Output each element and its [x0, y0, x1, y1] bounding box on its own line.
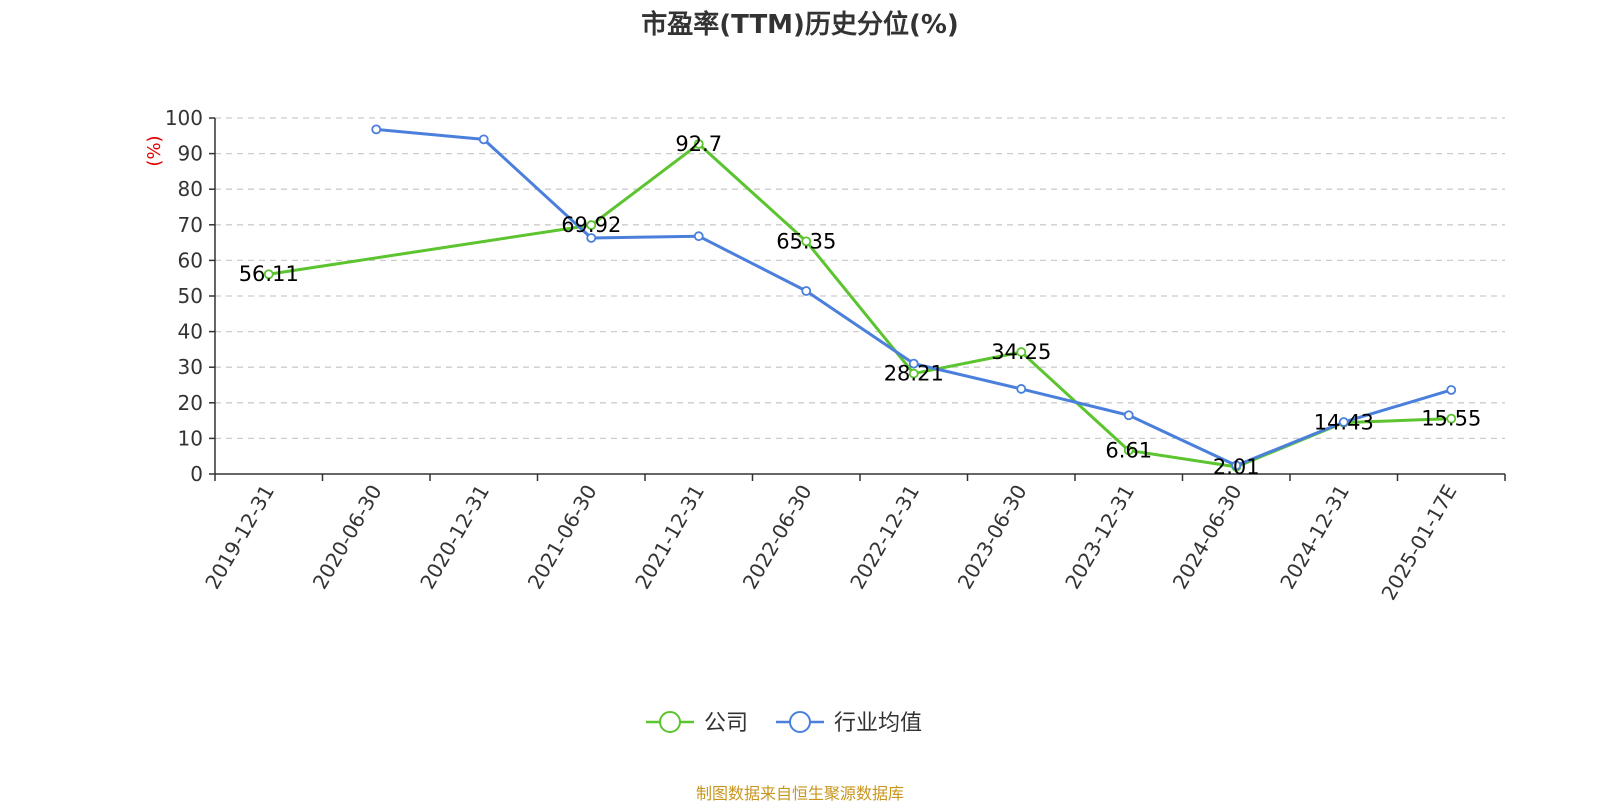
- series-line-0: [268, 142, 1452, 469]
- series-line-1: [376, 127, 1452, 467]
- x-tick-label: 2024-12-31: [1275, 481, 1354, 594]
- data-point: [801, 286, 812, 296]
- grid-lines: [215, 117, 1505, 440]
- data-point: [1016, 347, 1027, 357]
- y-axis-title: (%): [144, 135, 165, 166]
- x-tick-label: 2021-12-31: [630, 481, 709, 594]
- data-point: [1338, 417, 1349, 427]
- y-tick-label: 40: [178, 320, 203, 344]
- axes: 0 10 20 30 40 50 60 70 80 90 100(%) 2019-12-31 2020-…: [144, 106, 1506, 605]
- data-label: 14.43: [1314, 411, 1374, 435]
- data-point: [263, 269, 274, 280]
- data-point: [801, 236, 812, 247]
- series-lines: [263, 124, 1457, 472]
- data-point: [478, 134, 489, 145]
- data-point: [693, 139, 704, 149]
- data-label: 15.55: [1421, 407, 1481, 431]
- y-tick-label: 30: [178, 355, 203, 379]
- data-point: [693, 231, 704, 242]
- data-point: [908, 368, 919, 379]
- y-tick-label: 20: [178, 391, 203, 415]
- data-point: [1123, 445, 1134, 456]
- x-tick-label: 2022-06-30: [738, 481, 817, 594]
- data-point: [1016, 384, 1027, 394]
- data-source-note: 制图数据来自恒生聚源数据库: [695, 784, 904, 803]
- chart-title: 市盈率(TTM)历史分位(%): [641, 10, 959, 40]
- y-tick-label: 90: [178, 142, 203, 166]
- data-point: [908, 358, 919, 369]
- legend-item-1[interactable]: 行业均值: [776, 711, 922, 736]
- y-tick-label: 100: [165, 106, 203, 130]
- x-tick-label: 2021-06-30: [523, 481, 602, 594]
- x-tick-label: 2025-01-17E: [1376, 481, 1461, 605]
- data-point: [1123, 410, 1134, 421]
- x-tick-label: 2020-12-31: [415, 481, 494, 594]
- y-tick-label: 10: [178, 426, 203, 450]
- data-label: 2.01: [1213, 455, 1260, 479]
- data-point: [1446, 413, 1457, 424]
- x-tick-label: 2023-06-30: [953, 481, 1032, 594]
- x-tick-label: 2022-12-31: [845, 481, 924, 594]
- x-tick-label: 2019-12-31: [200, 481, 279, 594]
- data-point: [1446, 385, 1457, 395]
- legend-item-0[interactable]: 公司: [646, 711, 748, 736]
- x-tick-label: 2024-06-30: [1168, 481, 1247, 594]
- y-tick-label: 0: [190, 462, 203, 486]
- data-point: [1231, 460, 1242, 471]
- data-point: [586, 233, 597, 243]
- y-tick-label: 60: [178, 248, 203, 272]
- legend-marker-icon: [659, 711, 681, 733]
- y-tick-label: 80: [178, 177, 203, 201]
- data-labels: 56.11 69.92 92.7 65.35 28.21 34.25 6.61 2.01 14.…: [239, 132, 1482, 479]
- data-label: 28.21: [884, 362, 944, 386]
- data-label: 65.35: [776, 229, 836, 253]
- data-label: 6.61: [1105, 438, 1152, 462]
- data-label: 92.7: [675, 132, 722, 156]
- x-tick-label: 2023-12-31: [1060, 481, 1139, 594]
- data-label: 56.11: [239, 262, 299, 286]
- data-point: [586, 220, 597, 230]
- legend-label: 公司: [704, 711, 748, 736]
- data-point: [371, 124, 382, 135]
- data-label: 34.25: [991, 340, 1051, 364]
- x-tick-label: 2020-06-30: [308, 481, 387, 594]
- data-label: 69.92: [561, 213, 621, 237]
- legend[interactable]: 公司 行业均值: [646, 711, 922, 736]
- legend-marker-icon: [789, 711, 811, 733]
- y-tick-label: 70: [178, 213, 203, 237]
- y-tick-label: 50: [178, 284, 203, 308]
- legend-label: 行业均值: [834, 711, 922, 736]
